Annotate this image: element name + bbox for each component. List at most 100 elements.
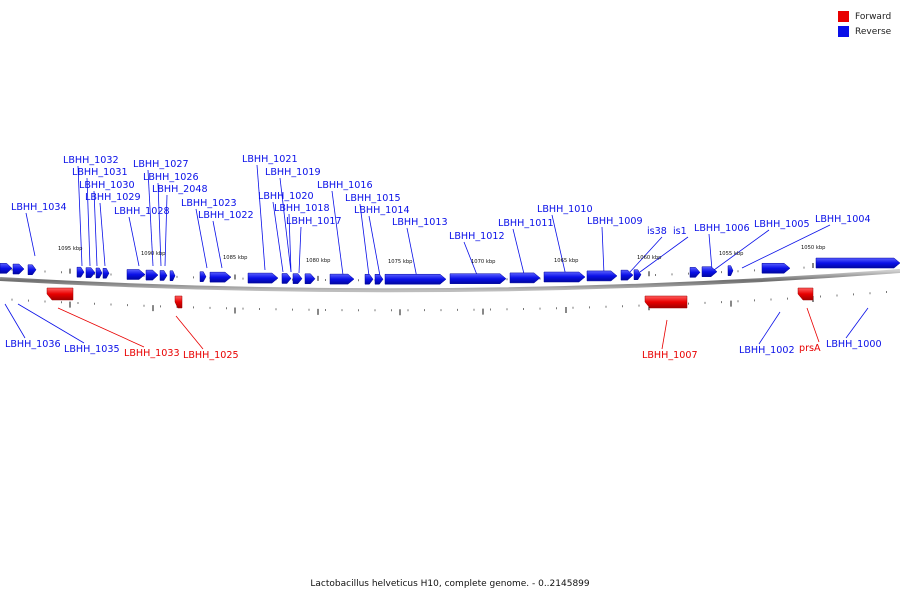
gene-arrow-forward <box>644 295 688 309</box>
leader-line <box>164 194 168 267</box>
leader-lines <box>4 164 869 350</box>
gene-label: is38 <box>647 226 667 237</box>
gene-label: LBHH_1010 <box>537 204 593 215</box>
gene-arrow-forward <box>797 287 814 301</box>
gene-arrow-reverse <box>689 267 701 278</box>
leader-line <box>279 177 292 273</box>
gene-arrow-reverse <box>85 267 96 278</box>
leader-line <box>128 216 140 267</box>
legend-item-reverse: Reverse <box>838 24 891 39</box>
legend: Forward Reverse <box>838 9 891 39</box>
gene-label: LBHH_1002 <box>739 345 795 356</box>
gene-label: LBHH_1017 <box>286 216 342 227</box>
gene-label: LBHH_1018 <box>274 203 330 214</box>
gene-arrow-reverse <box>449 273 507 284</box>
gene-label: LBHH_1012 <box>449 231 505 242</box>
leader-line <box>4 303 26 339</box>
leader-line <box>25 212 36 257</box>
gene-arrow-reverse <box>102 268 110 279</box>
legend-swatch-forward <box>838 11 849 22</box>
gene-label: LBHH_1014 <box>354 205 410 216</box>
gene-arrow-reverse <box>169 270 176 282</box>
gene-arrow-reverse <box>761 262 791 274</box>
leader-line <box>551 214 567 277</box>
leader-line <box>601 226 605 275</box>
gene-label: LBHH_1007 <box>642 350 698 361</box>
gene-arrow-reverse <box>95 267 103 279</box>
gene-arrow-reverse <box>281 273 292 284</box>
gene-label: is1 <box>673 226 687 237</box>
gene-label: LBHH_2048 <box>152 184 208 195</box>
leader-line <box>93 190 98 267</box>
leader-line <box>157 182 162 267</box>
gene-label: LBHH_1025 <box>183 350 239 361</box>
gene-arrow-reverse <box>727 265 734 276</box>
genome-axis <box>0 269 900 293</box>
gene-label: LBHH_1005 <box>754 219 810 230</box>
gene-label: LBHH_1028 <box>114 206 170 217</box>
leader-line <box>288 213 292 273</box>
axis-tick-label: 1080 kbp <box>306 258 331 264</box>
gene-arrow-reverse <box>159 270 168 281</box>
axis-tick-label: 1095 kbp <box>58 246 83 252</box>
leader-line <box>368 215 381 277</box>
gene-label: prsA <box>799 343 821 354</box>
leader-line <box>57 307 145 348</box>
leader-line <box>86 177 91 267</box>
axis-tick-label: 1055 kbp <box>719 251 744 257</box>
gene-label: LBHH_1015 <box>345 193 401 204</box>
gene-label: LBHH_1016 <box>317 180 373 191</box>
gene-arrow-reverse <box>815 257 900 269</box>
leader-line <box>741 224 831 269</box>
leader-line <box>331 190 344 276</box>
leader-line <box>406 227 418 279</box>
gene-arrow-reverse <box>304 273 316 285</box>
gene-arrow-reverse <box>329 273 355 285</box>
gene-label: LBHH_1004 <box>815 214 871 225</box>
map-caption: Lactobacillus helveticus H10, complete g… <box>310 579 590 589</box>
gene-arrow-reverse <box>199 271 207 282</box>
leader-line <box>99 202 106 267</box>
gene-arrow-forward <box>46 287 74 301</box>
gene-label: LBHH_1022 <box>198 210 254 221</box>
axis-tick-label: 1070 kbp <box>471 259 496 265</box>
legend-label-forward: Forward <box>855 11 892 22</box>
gene-label: LBHH_1031 <box>72 167 128 178</box>
gene-arrow-reverse <box>76 266 85 278</box>
gene-arrow-reverse <box>543 271 586 283</box>
axis-tick-label: 1050 kbp <box>801 245 826 251</box>
gene-label: LBHH_1000 <box>826 339 882 350</box>
gene-arrow-reverse <box>633 269 642 280</box>
leader-line <box>806 307 820 343</box>
axis-tick-label: 1065 kbp <box>554 258 579 264</box>
axis-tick-label: 1090 kbp <box>141 251 166 257</box>
leader-line <box>661 319 668 350</box>
gene-label: LBHH_1026 <box>143 172 199 183</box>
legend-item-forward: Forward <box>838 9 891 24</box>
leader-line <box>845 307 869 339</box>
leader-line <box>147 169 154 267</box>
gene-arrow-reverse <box>384 273 447 285</box>
leader-line <box>713 229 770 271</box>
leader-line <box>512 228 526 279</box>
gene-label: LBHH_1020 <box>258 191 314 202</box>
axis-tick-label: 1075 kbp <box>388 259 413 265</box>
gene-label: LBHH_1032 <box>63 155 119 166</box>
gene-arrow-reverse <box>247 272 279 284</box>
gene-arrow-reverse <box>209 271 232 283</box>
gene-arrow-forward <box>174 295 183 309</box>
gene-label: LBHH_1030 <box>79 180 135 191</box>
gene-label: LBHH_1009 <box>587 216 643 227</box>
gene-labels: LBHH_1034LBHH_1032LBHH_1031LBHH_1030LBHH… <box>5 154 882 361</box>
gene-features <box>0 257 900 309</box>
gene-label: LBHH_1013 <box>392 217 448 228</box>
leader-line <box>17 303 85 344</box>
leader-line <box>298 226 302 274</box>
gene-arrow-reverse <box>0 263 13 274</box>
leader-line <box>272 201 284 273</box>
axis-tick-label: 1060 kbp <box>637 255 662 261</box>
leader-line <box>359 203 370 277</box>
leader-line <box>212 220 223 269</box>
gene-arrow-reverse <box>509 272 541 284</box>
